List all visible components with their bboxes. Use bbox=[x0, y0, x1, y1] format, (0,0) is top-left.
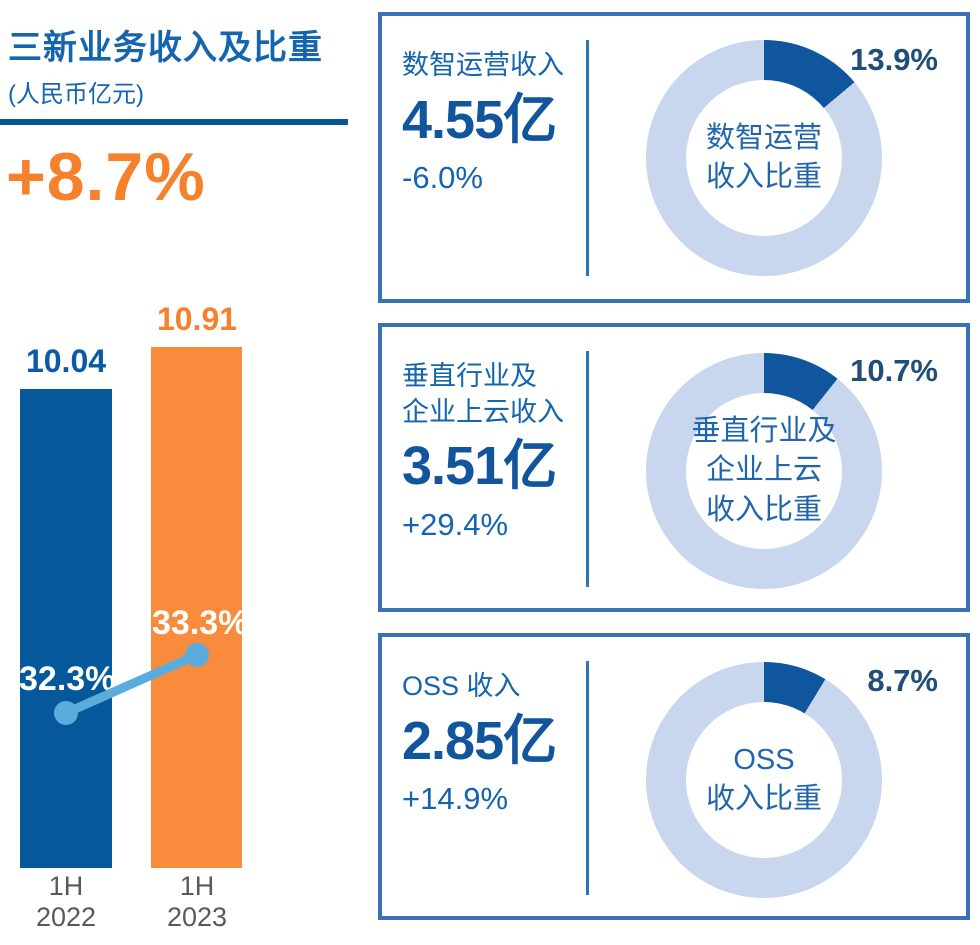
card-title: 垂直行业及 bbox=[402, 361, 537, 391]
growth-headline: +8.7% bbox=[6, 139, 206, 215]
card-amount: 3.51亿 bbox=[402, 436, 557, 497]
donut-center-line: 企业上云 bbox=[705, 454, 822, 487]
card-divider bbox=[586, 40, 589, 276]
donut-percent-callout: 13.9% bbox=[850, 42, 938, 77]
bar-value-label-2023: 10.91 bbox=[156, 301, 238, 337]
donut-center-line: OSS bbox=[733, 743, 795, 776]
donut-center-line: 收入比重 bbox=[705, 783, 822, 815]
card-amount: 2.85亿 bbox=[402, 710, 557, 771]
share-label-2022: 32.3% bbox=[19, 660, 116, 698]
x-axis-label-2023: 1H 2023 bbox=[151, 871, 243, 933]
donut-center-label: 数智运营 收入比重 bbox=[686, 80, 842, 236]
card-divider bbox=[586, 351, 589, 587]
card-title: 企业上云收入 bbox=[402, 396, 564, 427]
card-text-block: 垂直行业及 企业上云收入 3.51亿 +29.4% bbox=[402, 327, 587, 608]
card-title: 数智运营收入 bbox=[402, 50, 564, 80]
card-change: +29.4% bbox=[402, 506, 509, 542]
share-donut-vertical-cloud: 垂直行业及 企业上云 收入比重 bbox=[646, 353, 882, 589]
donut-center-line: 收入比重 bbox=[705, 161, 822, 193]
card-title: OSS 收入 bbox=[402, 671, 521, 701]
donut-center-label: OSS 收入比重 bbox=[686, 702, 842, 858]
donut-center-line: 数智运营 bbox=[705, 121, 822, 154]
page-title: 三新业务收入及比重 bbox=[8, 29, 323, 67]
card-text-block: OSS 收入 2.85亿 +14.9% bbox=[402, 637, 587, 916]
bar-1h2022 bbox=[20, 389, 112, 868]
x-label-line: 1H bbox=[48, 871, 84, 901]
x-label-line: 1H bbox=[179, 871, 215, 901]
title-divider-rule bbox=[0, 119, 348, 125]
card-amount: 4.55亿 bbox=[402, 89, 557, 150]
x-label-line: 2022 bbox=[35, 902, 97, 933]
x-label-line: 2023 bbox=[166, 902, 228, 933]
metric-card-oss: OSS 收入 2.85亿 +14.9% OSS 收入比重 8.7% bbox=[378, 633, 970, 920]
donut-percent-callout: 8.7% bbox=[867, 663, 938, 698]
metric-card-vertical-cloud: 垂直行业及 企业上云收入 3.51亿 +29.4% 垂直行业及 企业上云 收入比… bbox=[378, 323, 970, 612]
donut-center-line: 收入比重 bbox=[705, 493, 822, 526]
bar-1h2023 bbox=[151, 347, 242, 868]
donut-percent-callout: 10.7% bbox=[850, 353, 938, 388]
share-donut-digital-ops: 数智运营 收入比重 bbox=[646, 40, 882, 276]
card-text-block: 数智运营收入 4.55亿 -6.0% bbox=[402, 16, 587, 299]
unit-subtitle: (人民币亿元) bbox=[8, 81, 144, 108]
bar-value-label-2022: 10.04 bbox=[25, 343, 107, 379]
card-divider bbox=[586, 661, 589, 895]
donut-center-line: 垂直行业及 bbox=[691, 415, 837, 448]
x-axis-label-2022: 1H 2022 bbox=[20, 871, 112, 933]
donut-center-label: 垂直行业及 企业上云 收入比重 bbox=[686, 393, 842, 549]
share-donut-oss: OSS 收入比重 bbox=[646, 662, 882, 898]
metric-card-digital-ops: 数智运营收入 4.55亿 -6.0% 数智运营 收入比重 13.9% bbox=[378, 12, 970, 303]
card-change: -6.0% bbox=[402, 160, 483, 196]
share-label-2023: 33.3% bbox=[152, 604, 249, 642]
card-change: +14.9% bbox=[402, 781, 509, 817]
